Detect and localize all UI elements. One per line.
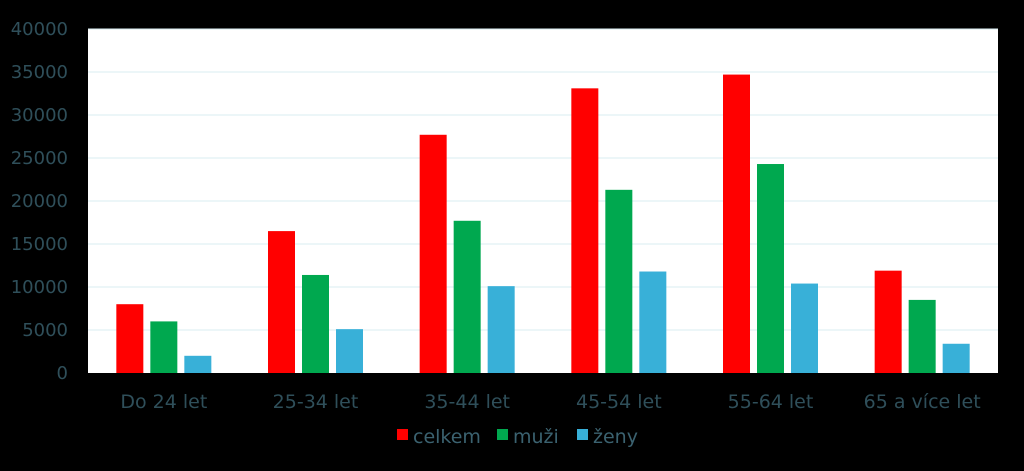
x-tick-label: Do 24 let	[120, 391, 207, 413]
bar-ženy-0	[184, 355, 212, 373]
bar-ženy-1	[336, 329, 363, 373]
legend-label: celkem	[413, 426, 481, 448]
bar-muži-0	[150, 321, 178, 373]
x-tick-label: 65 a více let	[864, 391, 981, 413]
y-tick-label: 30000	[11, 105, 68, 126]
bar-muži-1	[302, 274, 329, 373]
bar-ženy-2	[487, 286, 515, 373]
bar-celkem-0	[116, 304, 144, 373]
x-tick-label: 35-44 let	[424, 391, 510, 413]
bar-celkem-2	[419, 134, 447, 373]
y-tick-label: 40000	[11, 19, 68, 40]
legend: celkem muži ženy	[397, 426, 638, 448]
y-tick-label: 5000	[22, 320, 68, 341]
bars	[116, 74, 970, 373]
bar-muži-5	[908, 299, 936, 373]
y-tick-label: 15000	[11, 234, 68, 255]
bar-celkem-5	[874, 270, 902, 373]
legend-swatch-1	[497, 429, 508, 440]
y-tick-label: 0	[57, 363, 68, 384]
legend-swatch-0	[397, 429, 408, 440]
x-tick-label: 45-54 let	[576, 391, 662, 413]
gridlines	[88, 28, 998, 331]
y-axis-ticks: 0 5000 10000 15000 20000 25000 30000 35000 40000	[11, 19, 68, 384]
bar-ženy-4	[791, 283, 818, 373]
bar-celkem-1	[268, 231, 295, 373]
y-tick-label: 35000	[11, 62, 68, 83]
bar-ženy-3	[639, 271, 667, 373]
bar-muži-4	[757, 164, 784, 373]
x-axis-ticks: Do 24 let 25-34 let 35-44 let 45-54 let 55-6…	[120, 391, 980, 413]
x-tick-label: 25-34 let	[273, 391, 359, 413]
legend-swatch-2	[577, 429, 588, 440]
legend-label: ženy	[593, 426, 638, 448]
bar-celkem-4	[723, 74, 750, 373]
y-tick-label: 25000	[11, 148, 68, 169]
y-tick-label: 10000	[11, 277, 68, 298]
bar-muži-2	[453, 220, 481, 373]
bar-ženy-5	[942, 343, 970, 373]
x-tick-label: 55-64 let	[728, 391, 814, 413]
y-tick-label: 20000	[11, 191, 68, 212]
bar-celkem-3	[571, 88, 599, 373]
legend-label: muži	[513, 426, 559, 448]
bar-muži-3	[605, 189, 633, 373]
